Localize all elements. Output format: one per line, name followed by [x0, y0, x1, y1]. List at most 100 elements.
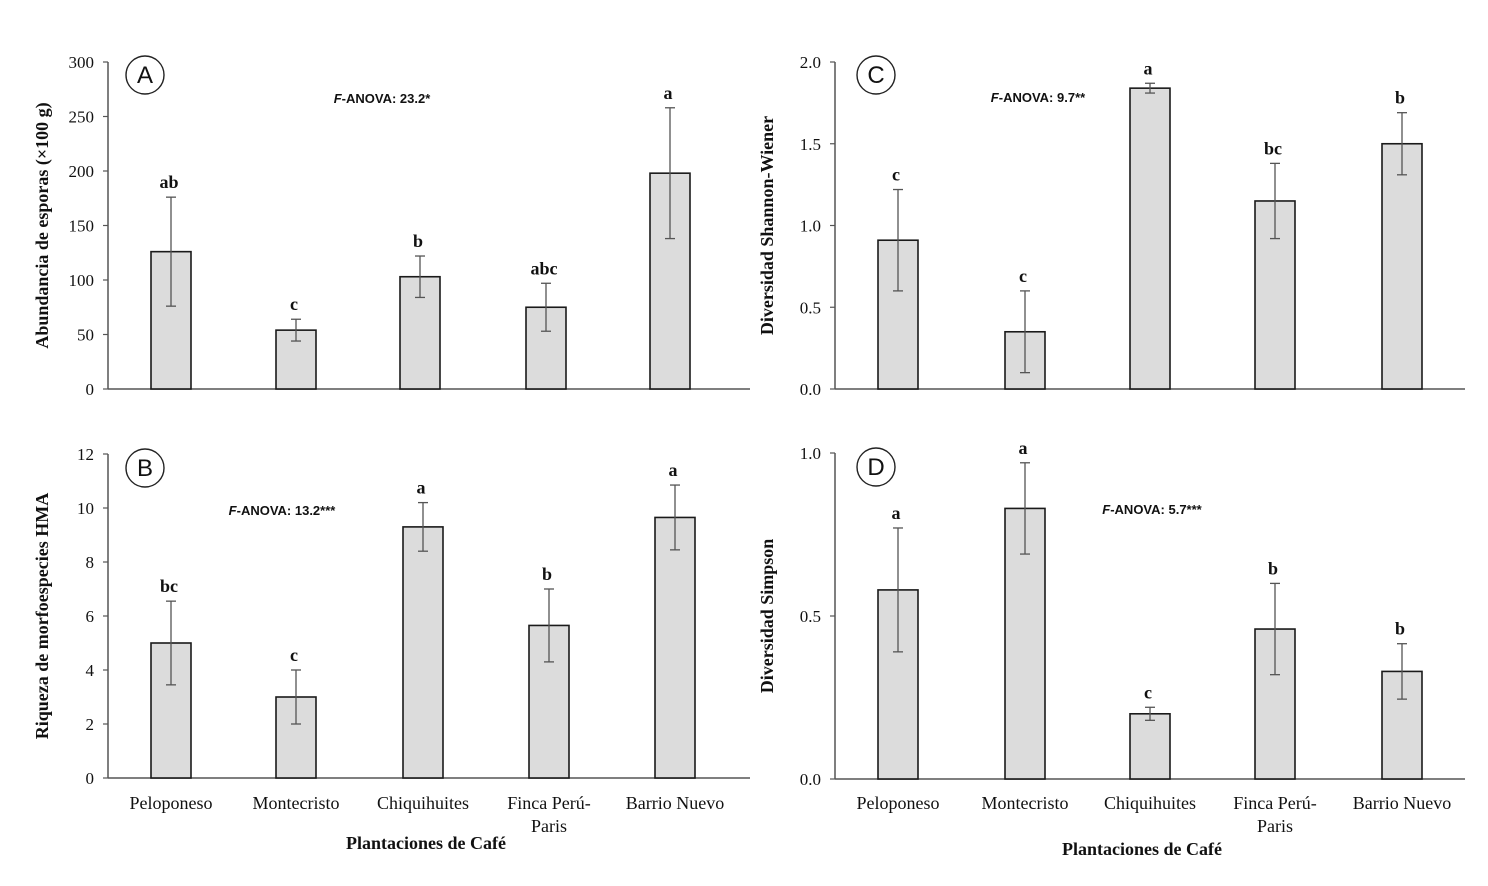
y-tick-label: 0 — [86, 769, 95, 788]
significance-label: c — [892, 165, 900, 185]
category-label: Montecristo — [253, 793, 340, 813]
y-tick-label: 6 — [86, 607, 95, 626]
y-axis-title: Diversidad Shannon-Wiener — [757, 116, 777, 335]
y-tick-label: 1.0 — [800, 217, 821, 236]
y-tick-label: 12 — [77, 445, 94, 464]
y-tick-label: 0.0 — [800, 770, 821, 789]
category-label: Peloponeso — [130, 793, 213, 813]
y-tick-label: 2.0 — [800, 53, 821, 72]
significance-label: b — [1268, 558, 1278, 578]
significance-label: b — [542, 564, 552, 584]
significance-label: bc — [160, 576, 178, 596]
significance-label: ab — [159, 172, 178, 192]
y-tick-label: 0.5 — [800, 298, 821, 317]
anova-value: -ANOVA: 5.7*** — [1110, 502, 1202, 517]
panel-letter-circle — [856, 447, 896, 487]
panel-letter: C — [867, 62, 884, 89]
y-axis-title: Diversidad Simpson — [757, 539, 777, 694]
category-label-line: Finca Perú- — [507, 793, 590, 813]
anova-f-symbol: F — [1102, 502, 1111, 517]
category-label: Montecristo — [982, 793, 1069, 813]
y-tick-label: 200 — [69, 162, 95, 181]
category-label-line: Chiquihuites — [377, 793, 469, 813]
x-axis-title-right: Plantaciones de Café — [1062, 839, 1222, 859]
y-tick-label: 100 — [69, 271, 95, 290]
significance-label: c — [1019, 266, 1027, 286]
category-label: Barrio Nuevo — [626, 793, 724, 813]
significance-label: b — [1395, 619, 1405, 639]
y-tick-label: 4 — [86, 661, 95, 680]
y-tick-label: 0.5 — [800, 607, 821, 626]
anova-value: -ANOVA: 23.2* — [342, 91, 432, 106]
category-label-line: Paris — [531, 816, 567, 836]
significance-label: a — [1019, 438, 1028, 458]
panel-letter-circle — [856, 55, 896, 95]
category-label-line: Chiquihuites — [1104, 793, 1196, 813]
y-tick-label: 8 — [86, 553, 95, 572]
panel-letter: D — [867, 454, 884, 481]
significance-label: b — [1395, 88, 1405, 108]
category-label-line: Barrio Nuevo — [626, 793, 724, 813]
significance-label: abc — [531, 258, 558, 278]
y-tick-label: 50 — [77, 326, 94, 345]
y-tick-label: 1.0 — [800, 444, 821, 463]
anova-annotation: F-ANOVA: 13.2*** — [229, 503, 337, 518]
y-tick-label: 0 — [86, 380, 95, 399]
significance-label: c — [1144, 682, 1152, 702]
panel-d: 0.0 0.5 1.0 Diversidad Simpson a a c b b Pelopone… — [757, 438, 1465, 836]
category-label: Chiquihuites — [1104, 793, 1196, 813]
category-label: Barrio Nuevo — [1353, 793, 1451, 813]
y-tick-label: 0.0 — [800, 380, 821, 399]
anova-f-symbol: F — [334, 91, 343, 106]
bar — [402, 526, 444, 779]
y-tick-label: 1.5 — [800, 135, 821, 154]
panel-a: 0 50 100 150 200 250 300 Abundancia de esporas … — [32, 53, 750, 399]
category-label-line: Paris — [1257, 816, 1293, 836]
anova-annotation: F-ANOVA: 23.2* — [334, 91, 432, 106]
anova-value: -ANOVA: 9.7** — [999, 90, 1086, 105]
significance-label: bc — [1264, 138, 1282, 158]
significance-label: a — [1144, 58, 1153, 78]
y-tick-label: 150 — [69, 217, 95, 236]
y-axis-title: Abundancia de esporas (×100 g) — [32, 102, 53, 348]
significance-label: a — [669, 460, 678, 480]
significance-label: c — [290, 645, 298, 665]
x-axis-title-left: Plantaciones de Café — [346, 833, 506, 853]
category-label-line: Peloponeso — [857, 793, 940, 813]
bar — [1129, 87, 1171, 390]
anova-f-symbol: F — [991, 90, 1000, 105]
bar — [1381, 142, 1423, 390]
anova-value: -ANOVA: 13.2*** — [237, 503, 337, 518]
panel-letter-circle — [125, 448, 165, 488]
category-label-line: Barrio Nuevo — [1353, 793, 1451, 813]
significance-label: a — [417, 478, 426, 498]
anova-annotation: F-ANOVA: 9.7** — [991, 90, 1086, 105]
panel-letter: B — [137, 455, 153, 482]
category-label: Finca Perú- Paris — [507, 793, 590, 836]
significance-label: a — [664, 83, 673, 103]
category-label: Peloponeso — [857, 793, 940, 813]
category-label-line: Montecristo — [982, 793, 1069, 813]
category-label-line: Finca Perú- — [1233, 793, 1316, 813]
anova-annotation: F-ANOVA: 5.7*** — [1102, 502, 1202, 517]
y-tick-label: 2 — [86, 715, 95, 734]
y-axis-title: Riqueza de morfoespecies HMA — [32, 493, 52, 739]
y-tick-label: 300 — [69, 53, 95, 72]
category-label-line: Peloponeso — [130, 793, 213, 813]
category-label: Chiquihuites — [377, 793, 469, 813]
panel-c: 0.0 0.5 1.0 1.5 2.0 Diversidad Shannon-Wiener… — [757, 53, 1465, 399]
panel-letter-circle — [125, 55, 165, 95]
bar — [654, 516, 696, 779]
panel-letter: A — [137, 62, 153, 89]
significance-label: b — [413, 231, 423, 251]
panel-b: 0 2 4 6 8 10 12 Riqueza de morfoespecies HMA bc c… — [32, 445, 750, 836]
y-tick-label: 250 — [69, 108, 95, 127]
bar — [1129, 712, 1171, 780]
category-label: Finca Perú- Paris — [1233, 793, 1316, 836]
significance-label: a — [892, 503, 901, 523]
y-tick-label: 10 — [77, 499, 94, 518]
category-label-line: Montecristo — [253, 793, 340, 813]
anova-f-symbol: F — [229, 503, 238, 518]
significance-label: c — [290, 294, 298, 314]
